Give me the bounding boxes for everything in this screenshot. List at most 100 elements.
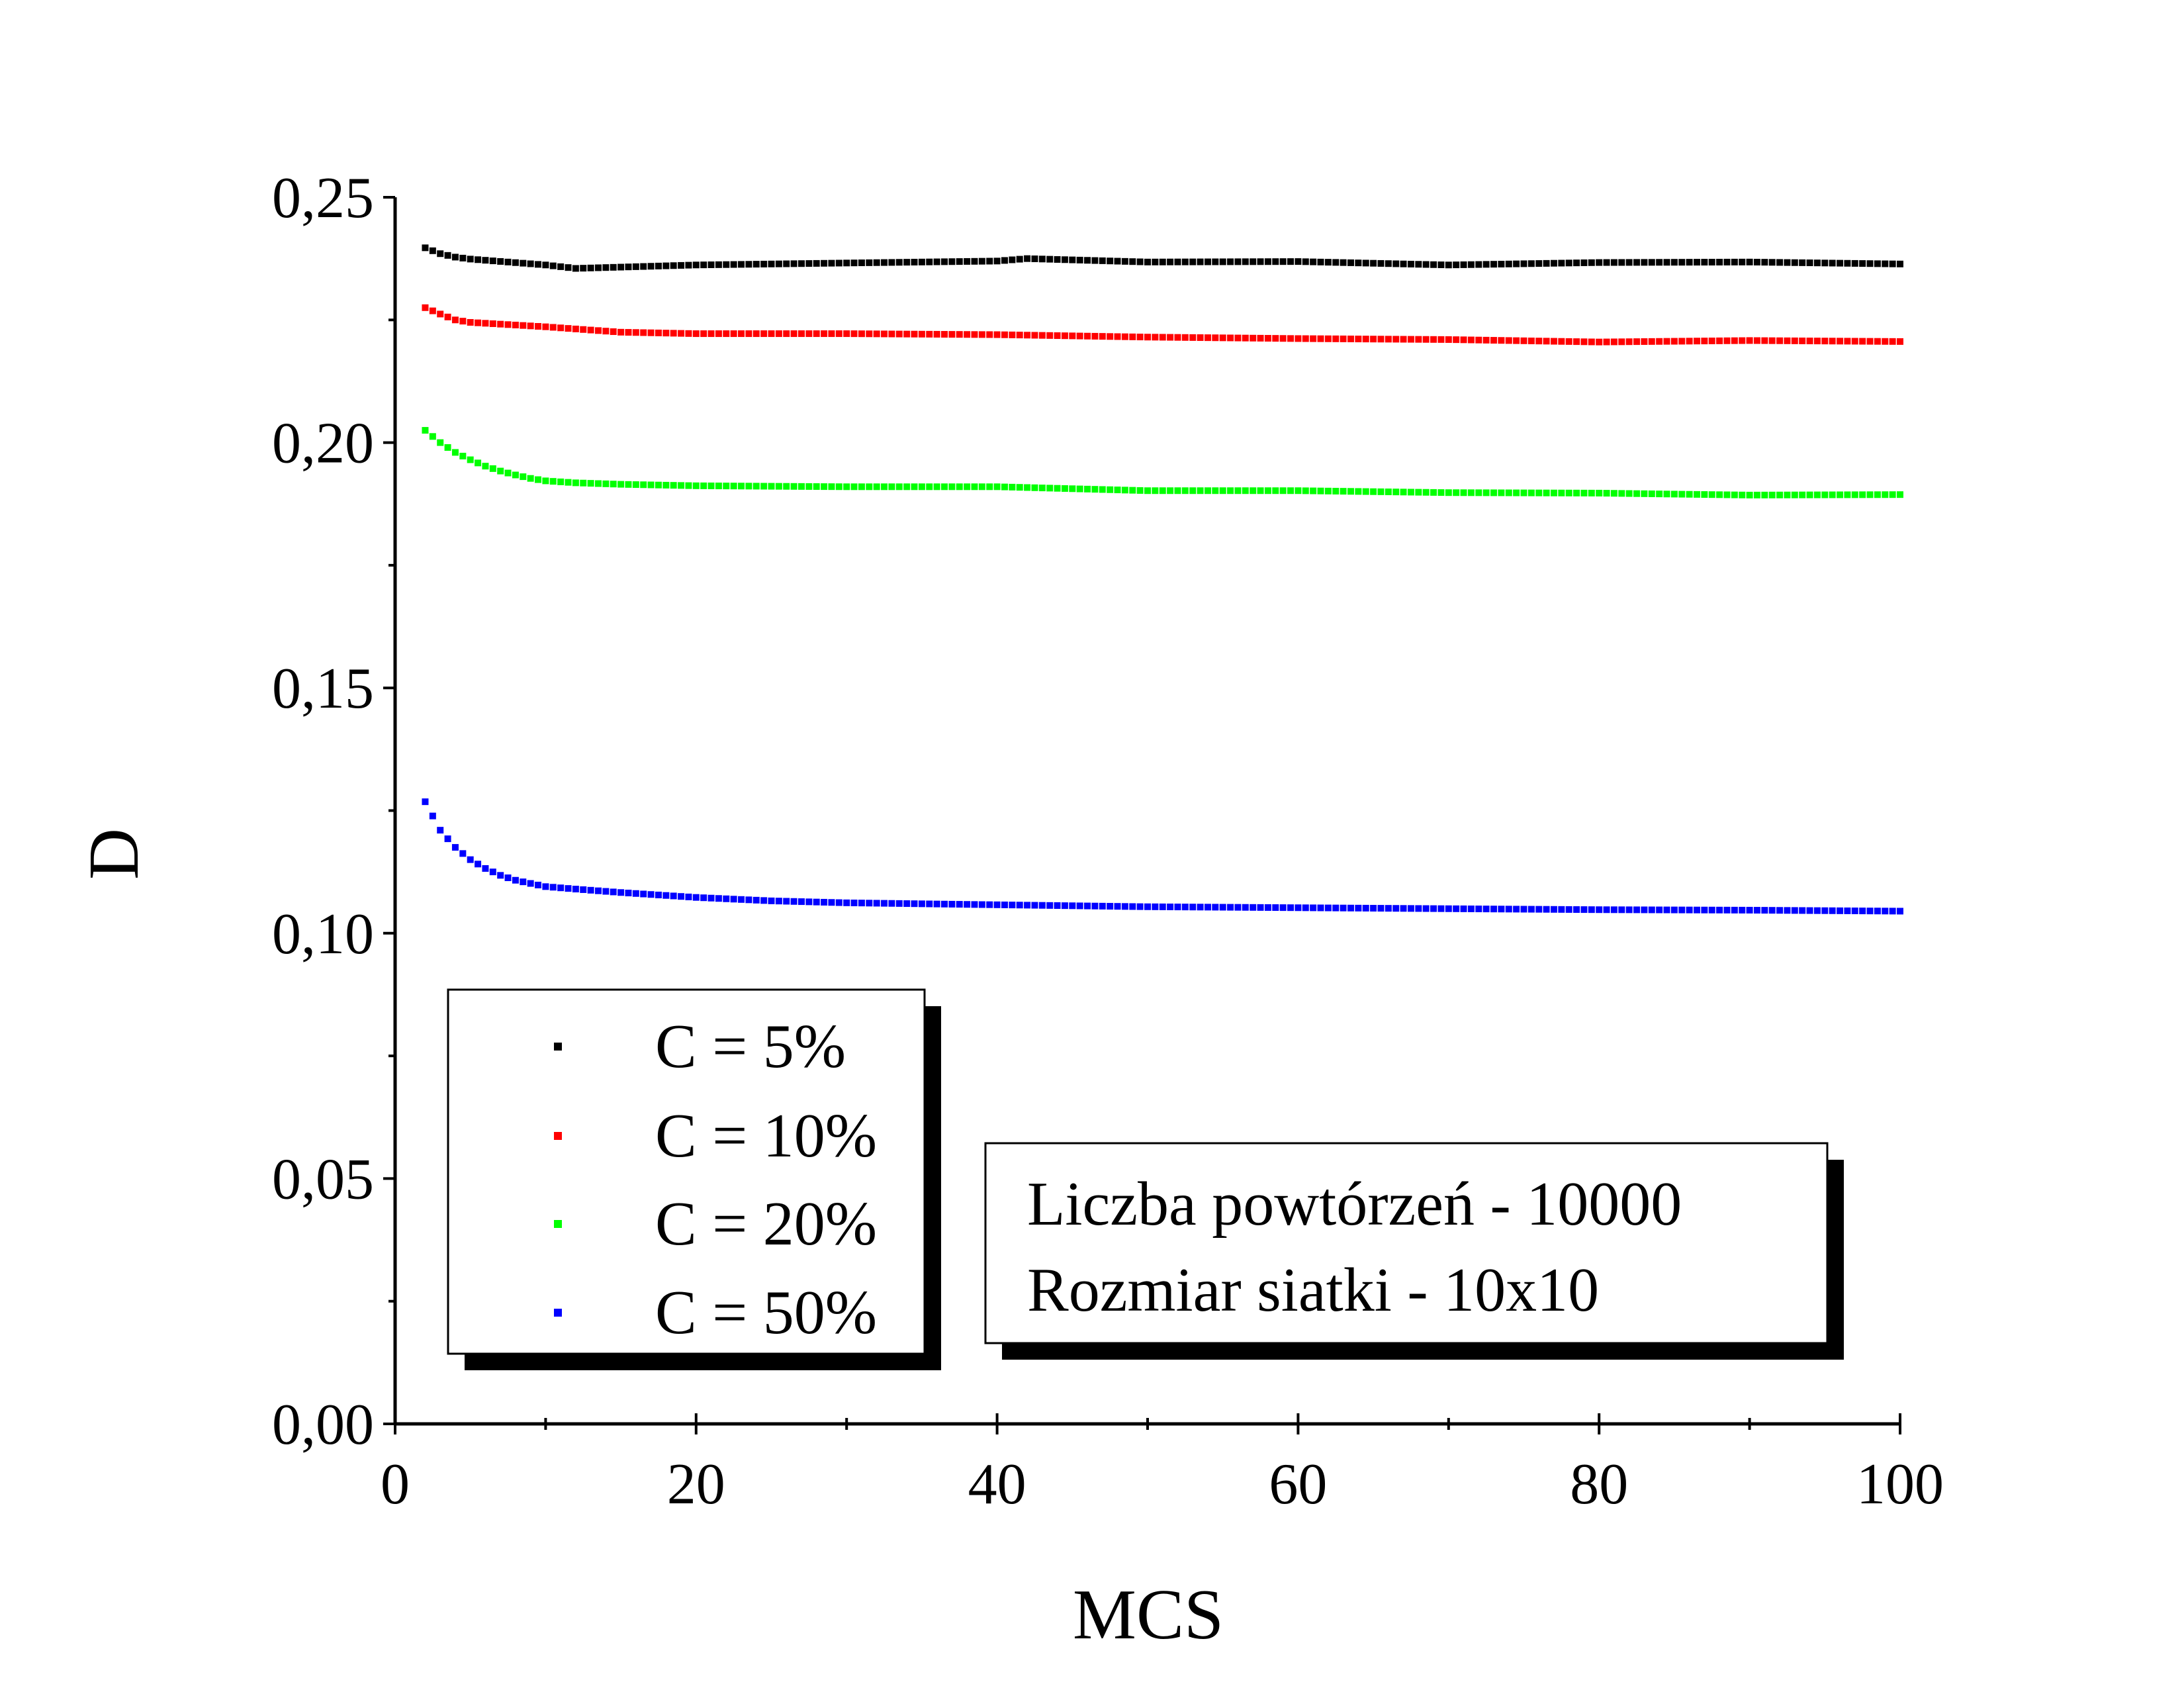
data-point [1250, 487, 1257, 494]
data-point [1588, 259, 1595, 266]
data-point [1535, 489, 1543, 496]
data-point [1144, 903, 1151, 910]
data-point [828, 483, 835, 491]
data-point [1370, 904, 1377, 912]
data-point [1362, 488, 1369, 495]
data-point [903, 900, 911, 908]
data-point [1310, 335, 1317, 342]
data-point [1362, 336, 1369, 343]
data-point [670, 330, 677, 337]
data-point [1310, 258, 1317, 265]
data-point [625, 263, 632, 271]
data-point [1219, 258, 1226, 265]
data-point [1723, 906, 1731, 914]
data-point [1603, 259, 1610, 266]
data-point [797, 260, 805, 267]
data-point [610, 263, 617, 271]
data-point [520, 878, 527, 886]
data-point [1866, 491, 1874, 498]
data-point [1061, 902, 1068, 910]
data-point [1430, 489, 1437, 496]
data-point [459, 318, 467, 325]
data-point [1038, 332, 1046, 339]
data-point [1453, 489, 1460, 496]
data-point [1302, 904, 1309, 912]
data-point [1498, 489, 1505, 496]
data-point [1295, 904, 1302, 912]
data-point [1829, 907, 1836, 914]
data-point [775, 260, 782, 267]
data-point [1625, 490, 1633, 497]
data-point [670, 482, 677, 489]
data-point [692, 261, 700, 269]
data-point [1580, 489, 1588, 496]
annotation-line-1: Liczba powtórzeń - 10000 [1027, 1170, 1682, 1239]
data-point [1701, 338, 1708, 345]
data-point [956, 483, 963, 491]
data-point [1227, 334, 1234, 342]
data-point [535, 323, 542, 330]
data-point [1061, 485, 1068, 492]
data-point [1362, 259, 1369, 267]
data-point [1370, 488, 1377, 495]
data-point [933, 483, 940, 491]
data-point [1776, 491, 1784, 498]
data-point [1159, 487, 1166, 494]
data-point [1670, 906, 1678, 914]
data-point [1897, 491, 1903, 498]
data-point [1272, 904, 1279, 912]
data-point [1874, 338, 1881, 345]
data-point [1753, 907, 1760, 914]
data-point [1332, 259, 1340, 266]
data-point [1596, 338, 1603, 346]
data-point [1355, 259, 1362, 267]
data-point [1279, 904, 1287, 912]
data-point [895, 259, 903, 266]
data-point [1107, 333, 1114, 340]
data-point [971, 483, 978, 491]
data-point [527, 322, 534, 330]
data-point [790, 898, 797, 905]
data-point [1437, 489, 1445, 496]
data-point [986, 901, 993, 908]
data-point [1550, 259, 1557, 267]
data-point [956, 901, 963, 908]
x-tick-label: 60 [1269, 1452, 1327, 1517]
data-point [475, 861, 482, 868]
data-point [986, 483, 993, 491]
data-point [1031, 332, 1038, 339]
data-point [1317, 487, 1324, 494]
data-point [594, 327, 602, 334]
data-point [1129, 487, 1136, 494]
data-point [1505, 260, 1512, 267]
data-point [850, 259, 858, 267]
data-point [632, 481, 639, 489]
data-point [512, 471, 519, 479]
data-point [467, 856, 474, 863]
data-point [1596, 259, 1603, 266]
data-point [610, 481, 617, 488]
data-point [1656, 338, 1663, 345]
data-point [459, 254, 467, 261]
data-point [1242, 334, 1249, 342]
data-point [903, 330, 911, 338]
data-point [1400, 489, 1407, 496]
data-point [1385, 905, 1392, 912]
data-point [504, 258, 512, 265]
data-point [1129, 333, 1136, 340]
data-point [805, 330, 813, 338]
data-point [813, 330, 820, 338]
data-point [1242, 487, 1249, 494]
data-point [1799, 491, 1806, 498]
data-point [1107, 903, 1114, 910]
data-point [1746, 906, 1753, 914]
data-point [655, 262, 662, 269]
data-point [459, 452, 467, 459]
data-point [775, 330, 782, 338]
data-point [1851, 338, 1858, 345]
data-point [580, 265, 587, 272]
data-point [1159, 903, 1166, 910]
data-point [527, 475, 534, 482]
data-point [662, 262, 670, 269]
data-point [1731, 337, 1738, 344]
